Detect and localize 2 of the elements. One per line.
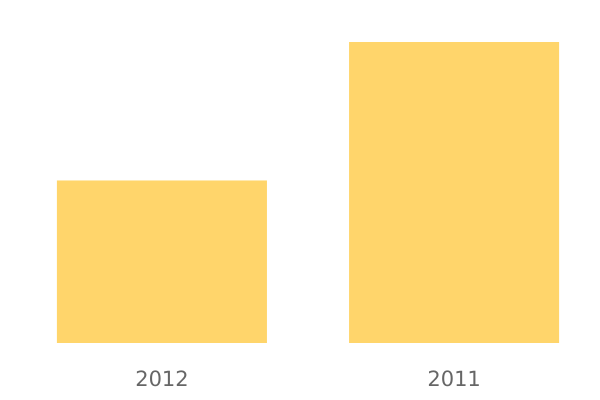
x-tick-label: 2011 [427, 366, 481, 391]
x-tick-label: 2012 [135, 366, 189, 391]
